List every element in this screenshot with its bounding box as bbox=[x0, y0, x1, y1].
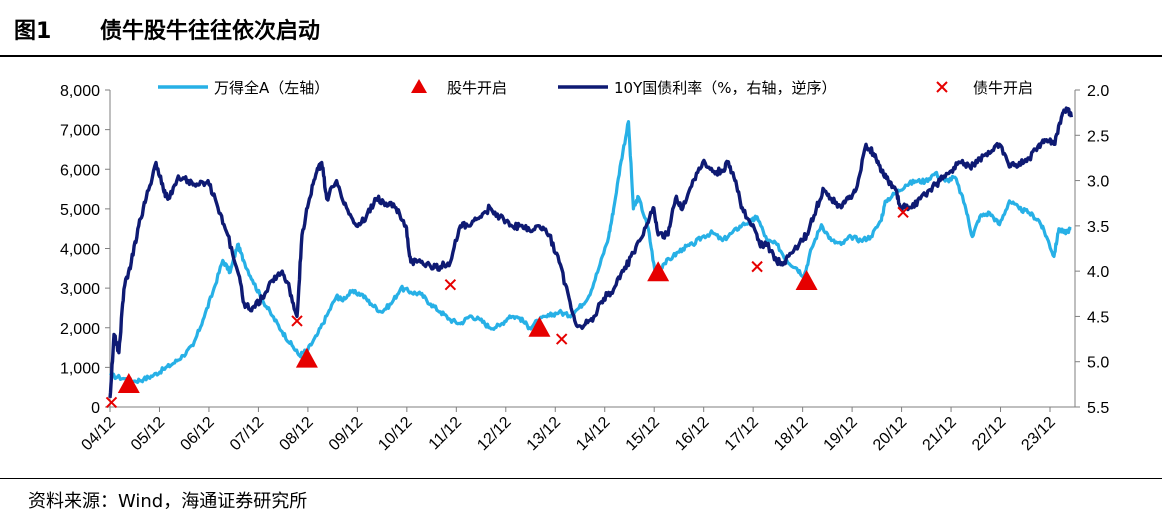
legend: 万得全A（左轴） 股牛开启 10Y国债利率（%，右轴，逆序） 债牛开启 bbox=[158, 79, 1033, 97]
bond-bull-marker bbox=[291, 315, 303, 327]
equity-bull-marker bbox=[795, 269, 818, 290]
bond-bull-marker bbox=[105, 396, 118, 409]
x-tick-label: 12/12 bbox=[474, 414, 514, 454]
right-tick-label: 4.5 bbox=[1087, 309, 1109, 326]
x-tick-label: 11/12 bbox=[426, 414, 466, 454]
series-line-10y-yield bbox=[108, 106, 1073, 399]
x-tick-label: 07/12 bbox=[227, 414, 267, 454]
x-tick-label: 09/12 bbox=[326, 414, 366, 454]
equity-bull-marker bbox=[117, 373, 140, 394]
left-tick-label: 0 bbox=[91, 400, 100, 417]
x-tick-label: 14/12 bbox=[573, 414, 613, 454]
source-rule bbox=[0, 478, 1162, 479]
x-tick-label: 15/12 bbox=[623, 414, 663, 454]
right-tick-label: 2.0 bbox=[1087, 83, 1109, 100]
x-tick-label: 20/12 bbox=[870, 414, 910, 454]
x-tick-label: 18/12 bbox=[771, 414, 811, 454]
bond-bull-marker bbox=[897, 206, 909, 218]
left-tick-label: 2,000 bbox=[60, 321, 100, 338]
x-tick-label: 16/12 bbox=[672, 414, 712, 454]
marker-layer bbox=[105, 206, 909, 409]
x-tick-label: 10/12 bbox=[375, 414, 415, 454]
source-note: 资料来源：Wind，海通证券研究所 bbox=[28, 491, 308, 512]
left-tick-label: 5,000 bbox=[60, 202, 100, 219]
series-line-wind-a bbox=[108, 120, 1072, 384]
right-tick-label: 3.0 bbox=[1087, 174, 1109, 191]
legend-label-10y-yield: 10Y国债利率（%，右轴，逆序） bbox=[614, 79, 837, 97]
bond-bull-marker bbox=[555, 333, 568, 345]
equity-bull-marker bbox=[528, 316, 551, 337]
left-tick-label: 1,000 bbox=[60, 360, 100, 377]
left-tick-label: 6,000 bbox=[60, 162, 100, 179]
x-tick-label: 08/12 bbox=[276, 414, 316, 454]
x-tick-label: 04/12 bbox=[78, 414, 118, 454]
axes: 0 1,000 2,000 3,000 4,000 5,000 6,000 7,000 8,00… bbox=[60, 83, 1109, 454]
bond-bull-marker bbox=[444, 279, 457, 291]
x-tick-label: 23/12 bbox=[1018, 414, 1058, 454]
x-tick-label: 17/12 bbox=[722, 414, 762, 454]
right-tick-label: 3.5 bbox=[1087, 219, 1109, 236]
left-tick-label: 7,000 bbox=[60, 123, 100, 140]
series-layer bbox=[108, 106, 1073, 399]
x-tick-label: 22/12 bbox=[969, 414, 1009, 454]
left-tick-label: 8,000 bbox=[60, 83, 100, 100]
bond-bull-marker bbox=[751, 260, 763, 273]
x-tick-label: 05/12 bbox=[128, 414, 168, 454]
figure-number: 图1 bbox=[14, 19, 52, 44]
x-tick-label: 21/12 bbox=[920, 414, 960, 454]
legend-label-equity-bull: 股牛开启 bbox=[447, 79, 507, 97]
right-tick-label: 5.0 bbox=[1087, 355, 1109, 372]
right-tick-label: 5.5 bbox=[1087, 400, 1109, 417]
left-tick-label: 4,000 bbox=[60, 242, 100, 259]
right-tick-label: 2.5 bbox=[1087, 128, 1109, 145]
right-tick-label: 4.0 bbox=[1087, 264, 1109, 281]
title-row: 图1 债牛股牛往往依次启动 bbox=[0, 0, 1162, 56]
equity-bull-marker bbox=[647, 261, 670, 282]
left-tick-label: 3,000 bbox=[60, 281, 100, 298]
x-tick-label: 13/12 bbox=[524, 414, 564, 454]
title-rule bbox=[0, 55, 1162, 57]
legend-swatch-equity-bull bbox=[411, 79, 427, 93]
legend-label-wind-a: 万得全A（左轴） bbox=[214, 79, 329, 97]
legend-label-bond-bull: 债牛开启 bbox=[973, 79, 1033, 97]
x-tick-label: 06/12 bbox=[177, 414, 217, 454]
legend-swatch-bond-bull bbox=[936, 81, 948, 93]
figure-title: 债牛股牛往往依次启动 bbox=[100, 19, 321, 44]
x-tick-label: 19/12 bbox=[821, 414, 861, 454]
equity-bull-marker bbox=[295, 347, 318, 368]
